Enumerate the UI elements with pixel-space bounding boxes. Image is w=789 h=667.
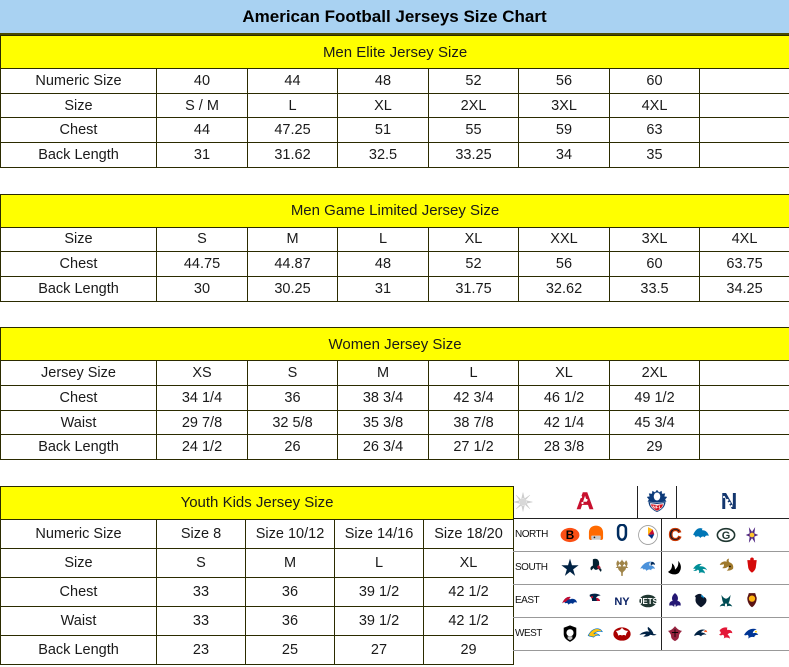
svg-text:NFL: NFL <box>652 505 661 511</box>
svg-text:A: A <box>576 489 593 514</box>
svg-text:G: G <box>722 530 731 542</box>
svg-text:N: N <box>721 489 738 514</box>
svg-text:JETS: JETS <box>638 597 658 606</box>
svg-text:B: B <box>566 529 575 542</box>
svg-text:C: C <box>669 524 681 544</box>
svg-text:NY: NY <box>614 596 630 608</box>
